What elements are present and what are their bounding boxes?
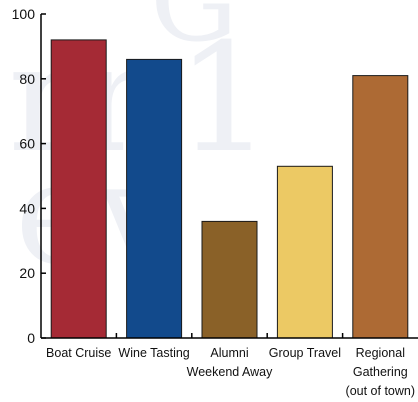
y-tick-label-0: 0 — [27, 330, 35, 346]
x-tick-label-2: Alumni Weekend Away — [187, 346, 273, 379]
labels-group: 0 20 40 60 80 100 Boat Cruise Wine Tasting Alumn… — [12, 6, 415, 398]
bars-group — [50, 39, 409, 339]
bar-1 — [126, 58, 183, 339]
y-tick-label-5: 100 — [12, 6, 36, 22]
y-tick-label-1: 20 — [19, 265, 35, 281]
y-tick-label-3: 60 — [19, 136, 35, 152]
bar-4 — [352, 75, 409, 339]
axes-group — [40, 13, 418, 339]
y-tick-label-4: 80 — [19, 71, 35, 87]
x-tick-label-4: Regional Gathering (out of town) — [346, 346, 415, 398]
bar-2 — [201, 220, 258, 339]
y-tick-label-2: 40 — [19, 200, 35, 216]
x-tick-label-1: Wine Tasting — [118, 346, 189, 360]
x-tick-label-0: Boat Cruise — [46, 346, 111, 360]
x-tick-label-3: Group Travel — [269, 346, 341, 360]
bar-0 — [50, 39, 107, 339]
svg-text:G: G — [150, 0, 238, 66]
bar-3 — [276, 165, 333, 339]
